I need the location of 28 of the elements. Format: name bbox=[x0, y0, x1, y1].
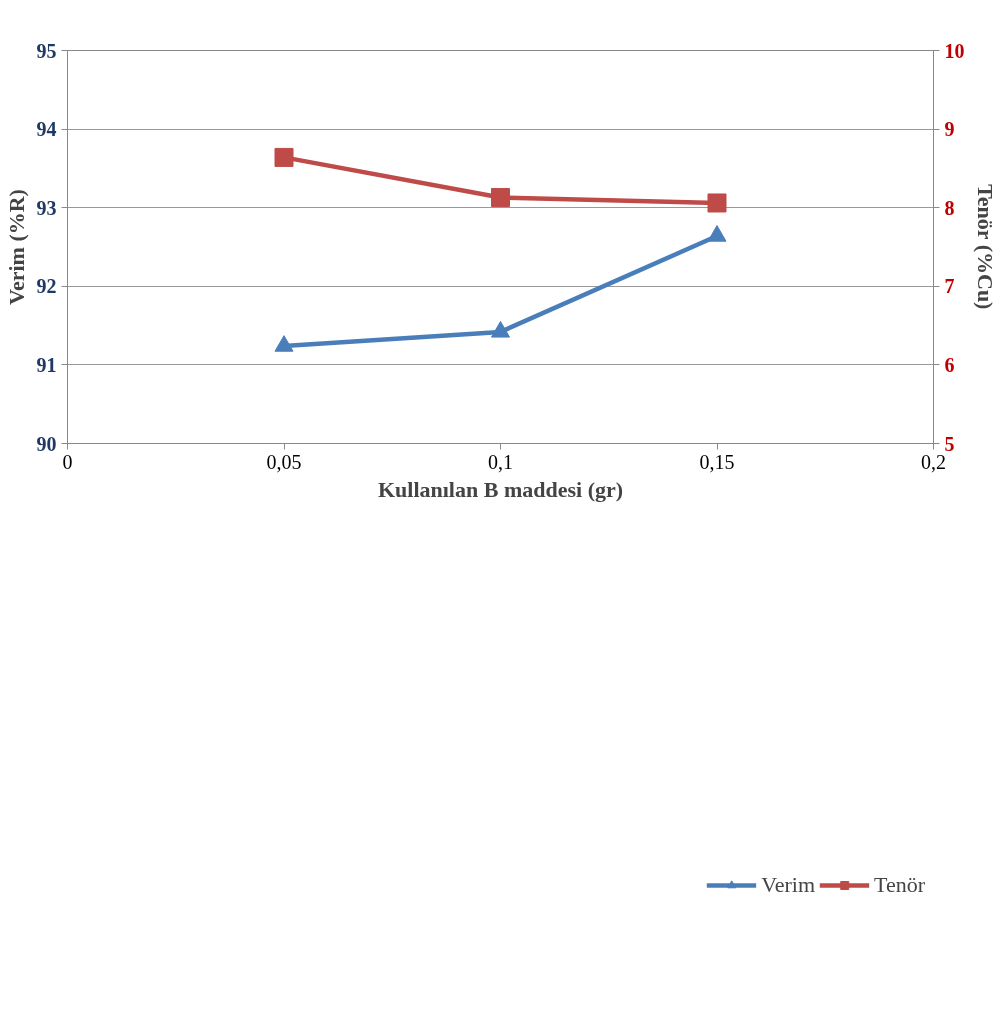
y-tick-label: 92 bbox=[36, 275, 57, 298]
y2-tick-label: 5 bbox=[944, 432, 955, 455]
point bbox=[707, 225, 727, 242]
y2-tick-label: 8 bbox=[944, 196, 955, 219]
x-tick-label: 0,2 bbox=[921, 450, 946, 473]
x-tick-label: 0 bbox=[62, 450, 73, 473]
point bbox=[274, 147, 294, 167]
y-tick-label: 91 bbox=[36, 353, 57, 376]
y2-axis-title: Tenör (%Cu) bbox=[972, 184, 998, 310]
legend-label: Verim bbox=[761, 871, 815, 898]
point bbox=[491, 187, 510, 207]
y2-tick-label: 10 bbox=[944, 39, 965, 62]
y-tick-label: 90 bbox=[36, 432, 57, 455]
legend-label: Tenör bbox=[874, 871, 925, 898]
x-tick-label: 0,15 bbox=[699, 450, 735, 473]
point bbox=[491, 321, 510, 338]
y-tick-label: 93 bbox=[36, 196, 57, 219]
y-tick-label: 94 bbox=[36, 118, 57, 141]
y2-tick-label: 9 bbox=[944, 118, 955, 141]
y2-tick-label: 6 bbox=[944, 353, 955, 376]
point bbox=[274, 335, 294, 352]
x-tick-label: 0,05 bbox=[266, 450, 302, 473]
y2-tick-label: 7 bbox=[944, 275, 955, 298]
y-axis-title: Verim (%R) bbox=[3, 189, 29, 305]
x-axis-title: Kullanılan B maddesi (gr) bbox=[377, 476, 624, 502]
point bbox=[707, 193, 727, 213]
y-tick-label: 95 bbox=[36, 39, 57, 62]
x-tick-label: 0,1 bbox=[488, 450, 513, 473]
